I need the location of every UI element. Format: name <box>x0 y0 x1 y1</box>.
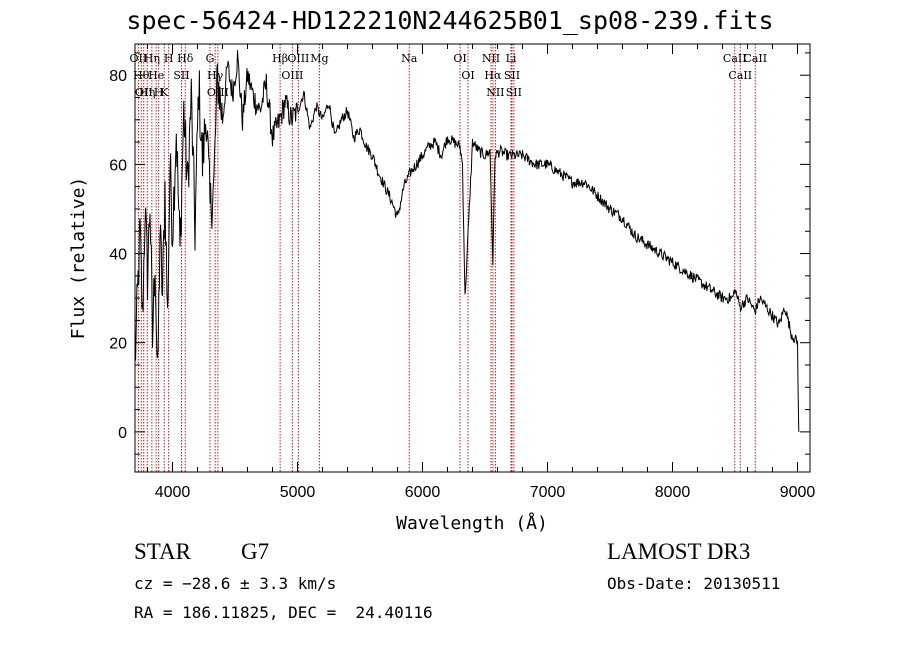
line-label-13: OIII <box>207 86 229 99</box>
line-label-28: CaII <box>728 69 752 82</box>
y-tick-label-4: 80 <box>109 68 127 85</box>
series-line-0 <box>134 50 800 432</box>
line-label-27: CaII <box>723 52 747 65</box>
line-label-7: K <box>160 86 169 99</box>
y-tick-label-1: 20 <box>109 336 127 353</box>
line-label-24: Li <box>506 52 517 65</box>
x-axis-label: Wavelength (Å) <box>396 512 548 534</box>
line-label-19: OI <box>453 52 466 65</box>
line-label-16: OIII <box>287 52 309 65</box>
line-label-20: OI <box>461 69 474 82</box>
line-label-3: Hη <box>139 86 155 99</box>
line-label-1: Hθ <box>133 69 150 82</box>
series-layer <box>134 50 800 432</box>
line-label-21: NII <box>482 52 500 65</box>
line-label-25: SII <box>504 69 520 82</box>
line-label-17: Mg <box>310 52 328 65</box>
x-tick-label-1: 5000 <box>280 484 316 501</box>
x-tick-label-3: 7000 <box>530 484 566 501</box>
line-label-6: H <box>154 86 164 99</box>
y-tick-label-0: 0 <box>118 425 127 442</box>
survey-name: LAMOST DR3 <box>607 539 751 564</box>
x-tick-label-0: 4000 <box>155 484 191 501</box>
line-label-18: Na <box>401 52 418 65</box>
line-label-2: OII <box>135 86 153 99</box>
x-tick-label-2: 6000 <box>405 484 441 501</box>
x-tick-label-5: 9000 <box>780 484 816 501</box>
line-label-11: G <box>206 52 215 65</box>
line-label-26: SII <box>506 86 522 99</box>
line-label-0: OII <box>130 52 148 65</box>
line-label-23: NII <box>486 86 504 99</box>
y-axis-label: Flux (relative) <box>68 177 89 340</box>
tick-layer: 4000 5000 6000 7000 8000 9000 0 20 40 60 80 <box>109 44 815 501</box>
subclass: G7 <box>241 539 270 564</box>
line-label-15: OIII <box>281 69 303 82</box>
x-tick-label-4: 8000 <box>655 484 691 501</box>
y-tick-label-2: 40 <box>109 247 127 264</box>
chart-title: spec-56424-HD122210N244625B01_sp08-239.f… <box>126 6 774 35</box>
redshift-velocity: cz = −28.6 ± 3.3 km/s <box>134 574 337 593</box>
line-label-9: SII <box>173 69 189 82</box>
line-label-8: H <box>164 52 174 65</box>
coordinates: RA = 186.11825, DEC = 24.40116 <box>134 603 433 622</box>
observation-date: Obs-Date: 20130511 <box>607 574 781 593</box>
plot-frame <box>134 43 811 473</box>
line-label-14: Hβ <box>272 52 288 65</box>
line-label-10: Hδ <box>177 52 194 65</box>
line-label-5: He <box>148 69 164 82</box>
line-label-12: Hγ <box>207 69 224 82</box>
line-label-4: Hη <box>144 52 160 65</box>
line-label-22: Hα <box>484 69 502 82</box>
line-label-29: CaII <box>743 52 767 65</box>
object-class: STAR <box>134 539 191 564</box>
y-tick-label-3: 60 <box>109 157 127 174</box>
